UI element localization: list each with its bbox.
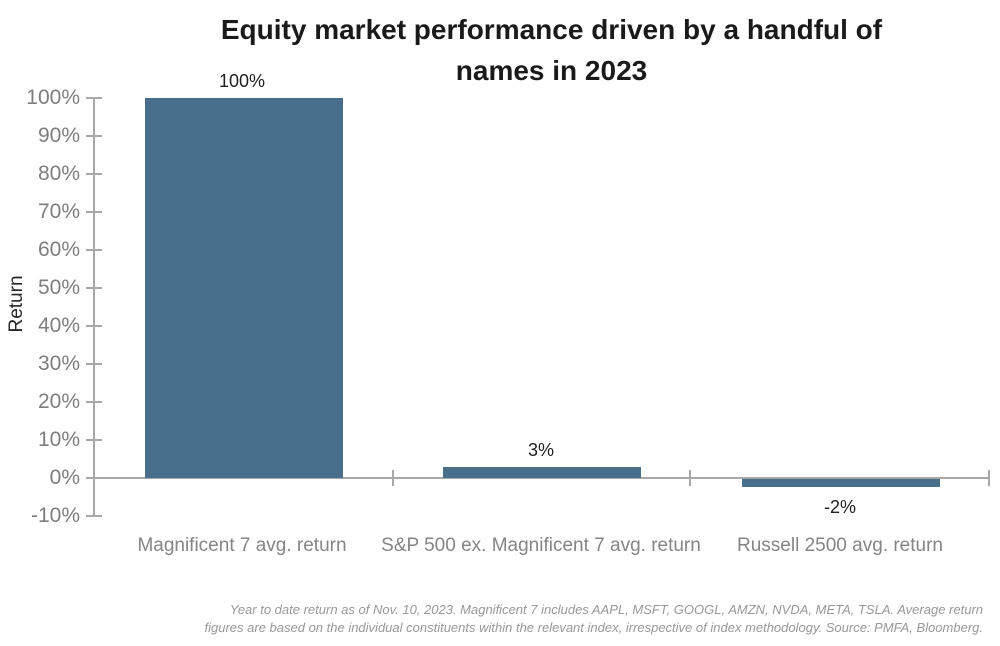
y-tick-mark [85,325,102,327]
category-boundary-tick [392,470,394,486]
y-tick-label: 0% [49,466,80,489]
y-tick-mark [85,211,102,213]
chart-title-line-2: names in 2023 [455,55,648,86]
x-axis-category-label-sp500-ex-mag7: S&P 500 ex. Magnificent 7 avg. return [381,535,701,556]
y-tick-label: 10% [37,428,80,451]
y-tick-mark [85,287,102,289]
y-tick-label: 30% [37,352,80,375]
y-tick-label: 60% [37,238,80,261]
category-boundary-tick [689,470,691,486]
category-boundary-tick [988,470,990,486]
y-tick-label: 40% [37,314,80,337]
y-tick-mark [85,97,102,99]
y-axis-line [93,98,95,517]
x-axis-category-label-russell-2500: Russell 2500 avg. return [737,535,943,556]
y-tick-label: 100% [26,86,80,109]
y-tick-mark [85,363,102,365]
y-tick-label: 20% [37,390,80,413]
y-tick-mark [85,173,102,175]
bar-value-label: 3% [527,439,554,460]
y-tick-mark [85,515,102,517]
y-tick-mark [85,439,102,441]
y-tick-mark [85,477,102,479]
chart-title-line-1: Equity market performance driven by a ha… [220,14,883,45]
y-tick-label: 70% [37,200,80,223]
chart-title: Equity market performance driven by a ha… [103,9,1000,91]
bar [145,98,343,478]
x-axis-category-label-magnificent-7: Magnificent 7 avg. return [137,535,347,556]
y-tick-mark [85,135,102,137]
footnote-line-1: Year to date return as of Nov. 10, 2023.… [229,602,983,617]
bar-value-label: -2% [823,496,856,517]
bar [443,466,641,478]
bar [742,479,940,487]
y-tick-label: -10% [30,504,80,527]
y-tick-mark [85,401,102,403]
footnote: Year to date return as of Nov. 10, 2023.… [0,601,984,636]
y-tick-label: 90% [37,124,80,147]
y-tick-label: 80% [37,162,80,185]
footnote-line-2: figures are based on the individual cons… [204,619,984,635]
bar-value-label: 100% [218,71,266,91]
y-tick-label: 50% [37,276,80,299]
y-tick-mark [85,249,102,251]
